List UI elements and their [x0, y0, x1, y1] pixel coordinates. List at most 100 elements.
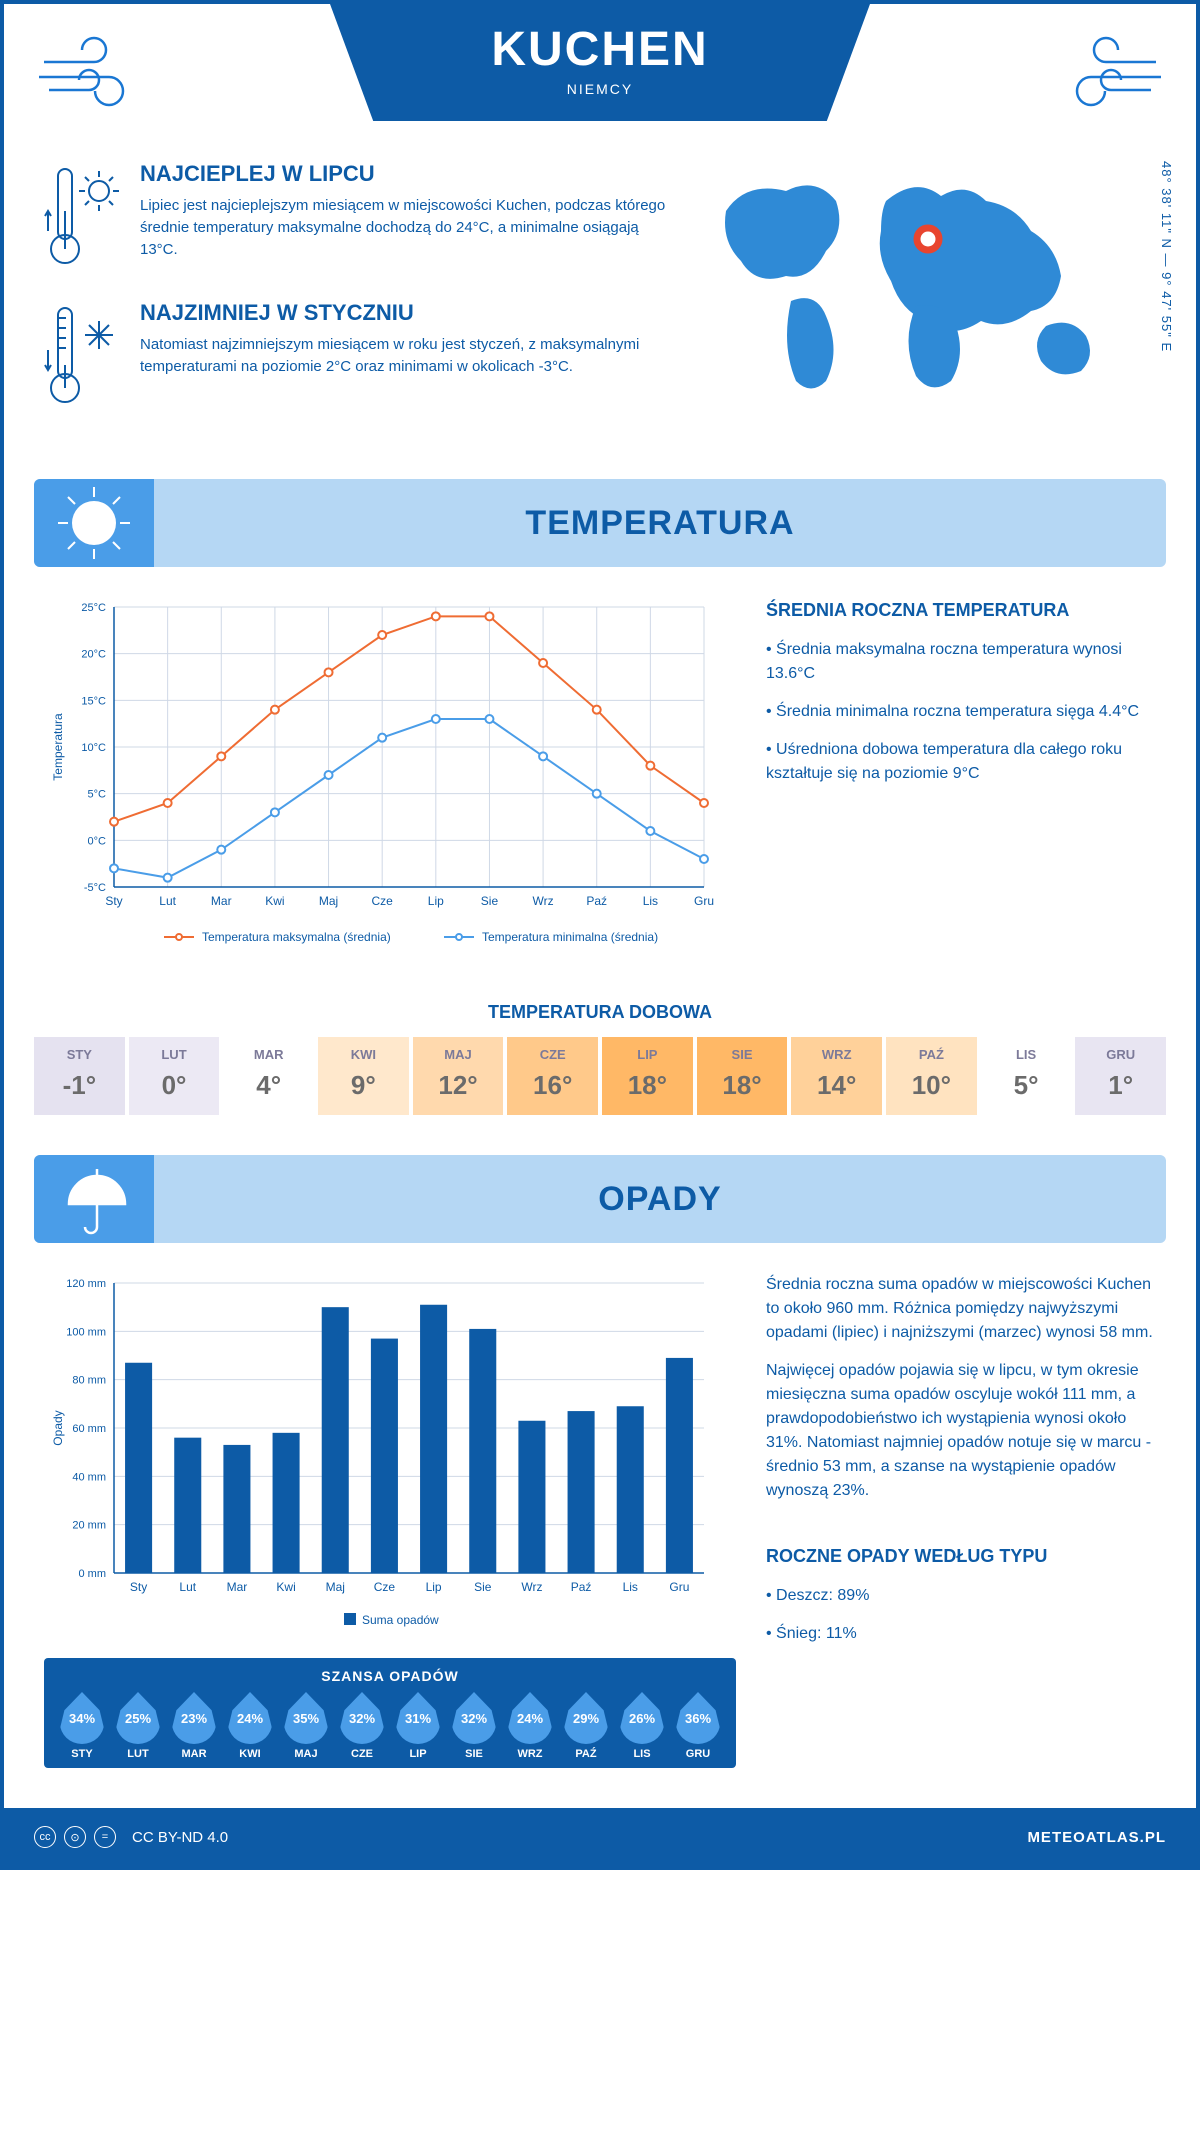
cold-fact: NAJZIMNIEJ W STYCZNIU Natomiast najzimni…: [44, 300, 666, 415]
svg-text:60 mm: 60 mm: [72, 1423, 106, 1435]
svg-text:Mar: Mar: [227, 1580, 248, 1594]
section-title: TEMPERATURA: [154, 504, 1166, 543]
city-name: KUCHEN: [330, 22, 870, 77]
title-banner: KUCHEN NIEMCY: [330, 4, 870, 121]
rain-chance-drop: 24%KWI: [224, 1692, 276, 1760]
svg-text:Suma opadów: Suma opadów: [362, 1613, 439, 1627]
warm-fact: NAJCIEPLEJ W LIPCU Lipiec jest najcieple…: [44, 161, 666, 276]
svg-text:Sie: Sie: [474, 1580, 492, 1594]
svg-text:Gru: Gru: [694, 894, 714, 908]
rain-type-title: ROCZNE OPADY WEDŁUG TYPU: [766, 1543, 1156, 1570]
rain-chance-drop: 24%WRZ: [504, 1692, 556, 1760]
precipitation-summary: Średnia roczna suma opadów w miejscowośc…: [766, 1273, 1156, 1768]
temp-cell: WRZ14°: [791, 1037, 882, 1115]
svg-text:0°C: 0°C: [88, 835, 107, 847]
svg-text:100 mm: 100 mm: [66, 1326, 106, 1338]
svg-text:40 mm: 40 mm: [72, 1471, 106, 1483]
svg-text:Lis: Lis: [623, 1580, 638, 1594]
daily-temp-table: STY-1°LUT0°MAR4°KWI9°MAJ12°CZE16°LIP18°S…: [34, 1037, 1166, 1115]
rain-chance-drop: 34%STY: [56, 1692, 108, 1760]
wind-icon: [1046, 32, 1166, 117]
svg-text:Lip: Lip: [428, 894, 444, 908]
svg-text:Lip: Lip: [426, 1580, 442, 1594]
svg-text:120 mm: 120 mm: [66, 1278, 106, 1290]
temp-cell: LUT0°: [129, 1037, 220, 1115]
precipitation-bar-chart: 0 mm 20 mm 40 mm 60 mm 80 mm 100 mm 120 mm Opad…: [44, 1273, 736, 1638]
temp-cell: LIP18°: [602, 1037, 693, 1115]
svg-text:80 mm: 80 mm: [72, 1375, 106, 1387]
world-map: 48° 38' 11" N — 9° 47' 55" E: [696, 161, 1156, 439]
warm-title: NAJCIEPLEJ W LIPCU: [140, 161, 666, 187]
svg-text:Maj: Maj: [319, 894, 338, 908]
rain-chance-drop: 29%PAŹ: [560, 1692, 612, 1760]
svg-text:Paź: Paź: [571, 1580, 592, 1594]
summary-item: • Średnia maksymalna roczna temperatura …: [766, 638, 1156, 686]
temp-cell: GRU1°: [1075, 1037, 1166, 1115]
temp-cell: STY-1°: [34, 1037, 125, 1115]
svg-text:Paź: Paź: [586, 894, 607, 908]
svg-text:Sie: Sie: [481, 894, 499, 908]
svg-text:Sty: Sty: [130, 1580, 147, 1594]
svg-text:Opady: Opady: [51, 1410, 65, 1445]
svg-text:Wrz: Wrz: [521, 1580, 542, 1594]
temp-cell: PAŹ10°: [886, 1037, 977, 1115]
nd-icon: =: [94, 1826, 116, 1848]
temp-cell: MAJ12°: [413, 1037, 504, 1115]
page-container: KUCHEN NIEMCY NAJCIEPLEJ W LIPCU Lipiec …: [0, 0, 1200, 1870]
svg-text:Temperatura: Temperatura: [51, 713, 65, 781]
cold-title: NAJZIMNIEJ W STYCZNIU: [140, 300, 666, 326]
svg-text:Cze: Cze: [374, 1580, 396, 1594]
summary-item: • Średnia minimalna roczna temperatura s…: [766, 700, 1156, 724]
wind-icon: [34, 32, 154, 117]
thermometer-snow-icon: [44, 300, 124, 415]
svg-text:-5°C: -5°C: [84, 882, 106, 894]
cc-icon: cc: [34, 1826, 56, 1848]
svg-text:Wrz: Wrz: [533, 894, 554, 908]
intro-section: NAJCIEPLEJ W LIPCU Lipiec jest najcieple…: [34, 151, 1166, 469]
daily-temp-title: TEMPERATURA DOBOWA: [34, 1002, 1166, 1023]
svg-text:0 mm: 0 mm: [79, 1568, 107, 1580]
svg-text:20 mm: 20 mm: [72, 1520, 106, 1532]
coordinates: 48° 38' 11" N — 9° 47' 55" E: [1159, 161, 1174, 352]
section-header-rain: OPADY: [34, 1155, 1166, 1243]
section-title: OPADY: [154, 1180, 1166, 1219]
summary-item: • Uśredniona dobowa temperatura dla całe…: [766, 738, 1156, 786]
rain-chance-title: SZANSA OPADÓW: [56, 1668, 724, 1684]
rain-chance-panel: SZANSA OPADÓW 34%STY25%LUT23%MAR24%KWI35…: [44, 1658, 736, 1768]
svg-text:Cze: Cze: [372, 894, 394, 908]
rain-chance-drop: 32%CZE: [336, 1692, 388, 1760]
svg-text:Kwi: Kwi: [265, 894, 284, 908]
rain-chance-drop: 31%LIP: [392, 1692, 444, 1760]
svg-text:5°C: 5°C: [88, 789, 107, 801]
svg-text:Lis: Lis: [643, 894, 658, 908]
svg-text:Lut: Lut: [159, 894, 176, 908]
svg-text:Kwi: Kwi: [276, 1580, 295, 1594]
site-name: METEOATLAS.PL: [1027, 1829, 1166, 1846]
temp-cell: SIE18°: [697, 1037, 788, 1115]
svg-text:Mar: Mar: [211, 894, 232, 908]
svg-text:Temperatura minimalna (średnia: Temperatura minimalna (średnia): [482, 930, 658, 944]
svg-text:Temperatura maksymalna (średni: Temperatura maksymalna (średnia): [202, 930, 391, 944]
svg-text:Maj: Maj: [326, 1580, 345, 1594]
temperature-summary: ŚREDNIA ROCZNA TEMPERATURA • Średnia mak…: [766, 597, 1156, 962]
rain-chance-drop: 32%SIE: [448, 1692, 500, 1760]
rain-chance-drop: 23%MAR: [168, 1692, 220, 1760]
license-text: CC BY-ND 4.0: [132, 1829, 228, 1846]
rain-type-item: • Śnieg: 11%: [766, 1622, 1156, 1646]
summary-text: Średnia roczna suma opadów w miejscowośc…: [766, 1273, 1156, 1345]
rain-chance-drop: 35%MAJ: [280, 1692, 332, 1760]
temp-cell: KWI9°: [318, 1037, 409, 1115]
svg-text:15°C: 15°C: [81, 695, 106, 707]
svg-text:20°C: 20°C: [81, 649, 106, 661]
rain-chance-drop: 26%LIS: [616, 1692, 668, 1760]
temp-cell: MAR4°: [223, 1037, 314, 1115]
summary-title: ŚREDNIA ROCZNA TEMPERATURA: [766, 597, 1156, 624]
temp-cell: CZE16°: [507, 1037, 598, 1115]
rain-type-item: • Deszcz: 89%: [766, 1584, 1156, 1608]
by-icon: ⊙: [64, 1826, 86, 1848]
temp-cell: LIS5°: [981, 1037, 1072, 1115]
umbrella-icon: [34, 1155, 154, 1243]
svg-text:25°C: 25°C: [81, 602, 106, 614]
warm-text: Lipiec jest najcieplejszym miesiącem w m…: [140, 195, 666, 260]
section-header-temp: TEMPERATURA: [34, 479, 1166, 567]
